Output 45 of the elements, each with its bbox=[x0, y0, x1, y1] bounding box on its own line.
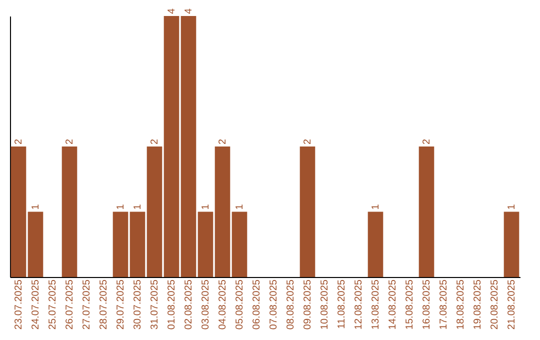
x-tick-label: 12.08.2025 bbox=[354, 279, 364, 330]
x-tick-label: 19.08.2025 bbox=[472, 279, 484, 330]
x-tick-label: 23.07.2025 bbox=[14, 279, 24, 330]
x-tick-label: 14.08.2025 bbox=[388, 279, 398, 330]
x-tick-label: 13.08.2025 bbox=[370, 279, 382, 330]
x-tick-label: 02.08.2025 bbox=[184, 279, 194, 330]
data-label: 1 bbox=[370, 204, 382, 210]
data-label: 2 bbox=[422, 138, 432, 144]
data-label: 1 bbox=[200, 204, 212, 210]
x-tick-label: 27.07.2025 bbox=[82, 279, 92, 330]
x-tick-label: 15.08.2025 bbox=[404, 279, 416, 330]
data-label: 2 bbox=[64, 138, 76, 144]
x-tick-label: 18.08.2025 bbox=[456, 279, 466, 330]
x-tick-label: 30.07.2025 bbox=[132, 279, 144, 330]
data-label: 2 bbox=[150, 138, 160, 144]
x-tick-label: 05.08.2025 bbox=[234, 279, 246, 330]
data-label: 1 bbox=[116, 204, 126, 210]
x-tick-label: 06.08.2025 bbox=[252, 279, 262, 330]
x-tick-label: 24.07.2025 bbox=[30, 279, 42, 330]
x-tick-label: 11.08.2025 bbox=[336, 279, 348, 329]
x-tick-label: 07.08.2025 bbox=[268, 279, 280, 330]
x-tick-label: 16.08.2025 bbox=[422, 279, 432, 330]
x-tick-label: 21.08.2025 bbox=[506, 279, 518, 330]
x-tick-label: 10.08.2025 bbox=[320, 279, 330, 330]
x-tick-label: 09.08.2025 bbox=[302, 279, 314, 330]
x-tick-label: 26.07.2025 bbox=[64, 279, 76, 330]
x-tick-label: 28.07.2025 bbox=[98, 279, 110, 330]
x-tick-label: 29.07.2025 bbox=[116, 279, 126, 330]
x-tick-label: 20.08.2025 bbox=[490, 279, 500, 330]
x-tick-label: 01.08.2025 bbox=[166, 279, 178, 330]
x-tick-label: 31.07.2025 bbox=[150, 279, 160, 330]
data-label: 1 bbox=[30, 204, 42, 210]
x-tick-label: 08.08.2025 bbox=[286, 279, 296, 330]
data-label: 1 bbox=[234, 204, 246, 210]
data-label: 1 bbox=[132, 204, 144, 210]
x-tick-label: 04.08.2025 bbox=[218, 279, 228, 330]
data-label: 2 bbox=[14, 138, 24, 144]
data-label: 2 bbox=[302, 138, 314, 144]
data-label: 2 bbox=[218, 138, 228, 144]
data-label: 4 bbox=[166, 8, 178, 14]
data-label: 1 bbox=[506, 204, 518, 210]
x-tick-label: 03.08.2025 bbox=[200, 279, 212, 330]
data-label: 4 bbox=[184, 8, 194, 14]
x-tick-label: 25.07.2025 bbox=[48, 279, 58, 330]
x-tick-label: 17.08.2025 bbox=[438, 279, 450, 330]
